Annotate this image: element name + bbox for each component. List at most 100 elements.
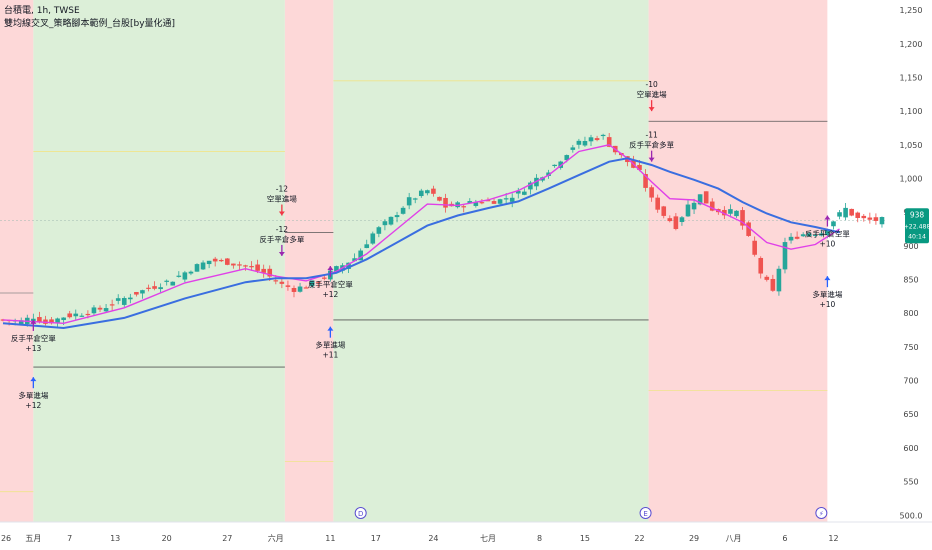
candle: [121, 296, 127, 307]
candle: [237, 261, 242, 270]
signal-label: 空單進場: [637, 89, 667, 99]
candle: [515, 187, 521, 199]
candle-body: [115, 298, 121, 301]
x-tick-label: 六月: [268, 533, 284, 543]
trade-signal-long: 多單進場+12: [18, 377, 49, 410]
candle-body: [376, 227, 382, 234]
candle-body: [528, 182, 533, 190]
candle-body: [200, 262, 206, 270]
x-tick-label: 17: [371, 534, 381, 543]
candle-body: [231, 263, 236, 266]
candle-body: [800, 234, 806, 237]
candle-body: [728, 209, 733, 214]
candle: [879, 216, 885, 228]
candle-body: [770, 278, 776, 291]
candle-body: [218, 259, 224, 262]
candle-body: [697, 194, 703, 205]
candle-body: [558, 161, 564, 168]
candle-body: [661, 206, 667, 216]
candle-body: [600, 134, 606, 137]
candle: [588, 134, 594, 146]
candle-body: [552, 164, 557, 167]
candle-body: [249, 266, 254, 268]
x-tick-label: 八月: [725, 534, 741, 543]
candle: [437, 196, 442, 202]
signal-qty: +10: [820, 240, 836, 249]
signal-qty: +10: [820, 300, 836, 309]
candle: [570, 144, 576, 153]
y-tick-label: 700: [903, 377, 918, 386]
candle-body: [849, 208, 854, 216]
candle-body: [588, 137, 594, 142]
candle-body: [315, 282, 321, 284]
candle-body: [352, 258, 357, 262]
strategy-line[interactable]: 雙均線交叉_策略腳本範例_台股[by量化通]: [4, 19, 176, 29]
candle-body: [61, 317, 66, 321]
candle-body: [346, 262, 351, 269]
candle: [697, 194, 703, 206]
candle-body: [649, 187, 654, 198]
candle-body: [855, 212, 861, 218]
candle: [97, 305, 103, 312]
signal-arrow-head: [278, 251, 285, 256]
candle-body: [243, 265, 248, 267]
candle-body: [79, 315, 85, 317]
event-marker-circle: [354, 507, 367, 519]
signal-label: 多單進場: [315, 340, 345, 350]
candle: [358, 248, 363, 261]
candle-body: [206, 260, 212, 265]
candle-body: [188, 271, 194, 274]
candle: [728, 204, 733, 218]
candle: [412, 197, 418, 204]
candle: [128, 293, 133, 304]
candle: [509, 193, 515, 208]
candle-body: [564, 155, 570, 161]
candle: [249, 261, 254, 271]
candle: [382, 219, 388, 231]
candle-body: [679, 217, 685, 223]
trade-signal-long: 多單進場+10: [812, 276, 843, 309]
signal-arrow-head: [30, 377, 37, 382]
candle-body: [152, 286, 157, 289]
candle-body: [85, 313, 91, 316]
candle: [722, 206, 727, 220]
candle-body: [418, 190, 424, 197]
candle-body: [734, 210, 739, 217]
candle-body: [461, 206, 467, 208]
ma-fast-line: [2, 144, 840, 325]
signal-label: 多單進場: [812, 289, 842, 299]
candle: [194, 263, 200, 272]
candle-body: [267, 268, 273, 277]
position-region-long: [33, 0, 285, 522]
candle: [443, 193, 448, 213]
candle-body: [364, 244, 370, 249]
candle: [140, 289, 145, 299]
candle: [109, 299, 115, 311]
candle: [800, 232, 806, 238]
candle-body: [212, 258, 218, 262]
candle-body: [297, 286, 303, 292]
candle-body: [273, 280, 279, 282]
trade-signal-exit: 反手平倉空單+12: [308, 266, 353, 299]
signal-label: 多單進場: [18, 390, 48, 400]
candle-body: [321, 277, 327, 279]
signal-qty: +13: [25, 344, 41, 353]
event-marker: E: [639, 507, 652, 519]
candle-body: [582, 141, 588, 146]
symbol-line[interactable]: 台積電, 1h, TWSE: [4, 6, 80, 16]
candle-body: [655, 197, 660, 210]
candle-body: [121, 298, 127, 305]
position-region-short: [0, 0, 34, 522]
candle: [734, 210, 739, 218]
x-tick-label: 七月: [480, 534, 496, 543]
candle-body: [309, 280, 315, 287]
y-tick-label: 1,200: [900, 40, 923, 49]
candle-body: [334, 266, 339, 273]
candle: [770, 274, 776, 292]
candle: [73, 309, 79, 320]
candle-body: [140, 290, 145, 294]
x-tick-label: 7: [67, 534, 72, 543]
candle-body: [764, 276, 770, 280]
